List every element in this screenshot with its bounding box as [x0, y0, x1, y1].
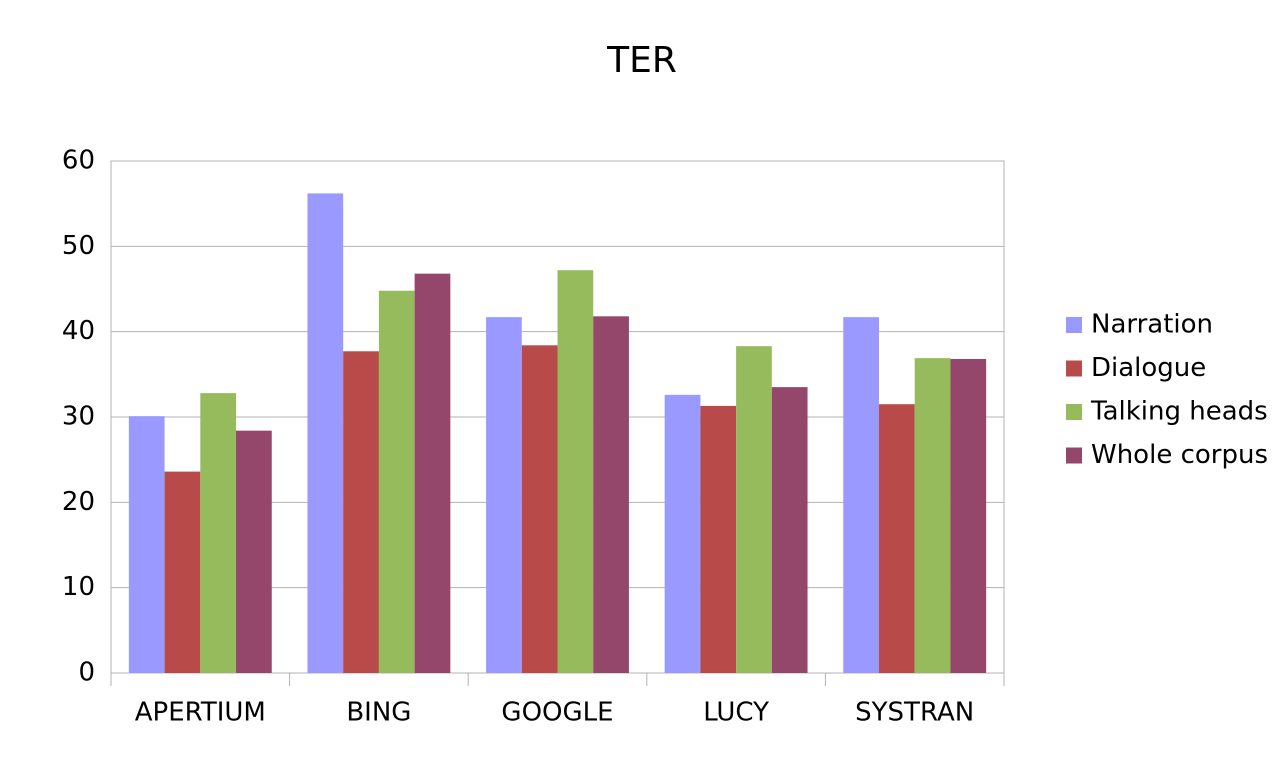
legend-label: Whole corpus — [1091, 440, 1268, 470]
y-tick-label: 0 — [78, 658, 95, 688]
bar — [664, 394, 701, 673]
bar — [878, 404, 915, 673]
bar — [200, 393, 237, 673]
bar — [593, 316, 629, 673]
x-tick-label: APERTIUM — [135, 698, 266, 728]
bar — [950, 358, 987, 673]
bar — [771, 387, 808, 673]
bar — [736, 346, 772, 673]
chart-title: TER — [606, 40, 677, 81]
bar — [128, 416, 165, 673]
legend-swatch — [1066, 447, 1082, 464]
bar — [700, 405, 737, 673]
x-tick-label: LUCY — [703, 698, 769, 728]
bar — [378, 290, 415, 673]
bar — [414, 273, 451, 673]
bar — [164, 471, 201, 673]
bar — [343, 351, 379, 673]
x-tick-label: BING — [346, 698, 411, 728]
legend-swatch — [1066, 360, 1082, 377]
legend-label: Talking heads — [1090, 397, 1268, 427]
y-tick-label: 20 — [62, 487, 95, 517]
x-tick-label: SYSTRAN — [855, 698, 974, 728]
x-tick-label: GOOGLE — [501, 698, 613, 728]
y-tick-label: 40 — [62, 316, 95, 346]
bar — [521, 345, 558, 673]
bar — [307, 193, 344, 673]
y-tick-label: 10 — [62, 572, 95, 602]
bar — [914, 358, 951, 673]
bar — [236, 430, 272, 673]
bar — [557, 270, 594, 673]
y-tick-label: 60 — [62, 146, 95, 176]
y-tick-label: 50 — [62, 231, 95, 261]
bar — [843, 317, 879, 673]
legend-label: Narration — [1091, 310, 1213, 340]
y-tick-label: 30 — [62, 402, 95, 432]
legend-swatch — [1066, 404, 1082, 420]
legend-swatch — [1066, 317, 1082, 333]
bar — [486, 317, 522, 673]
legend-label: Dialogue — [1091, 353, 1206, 383]
